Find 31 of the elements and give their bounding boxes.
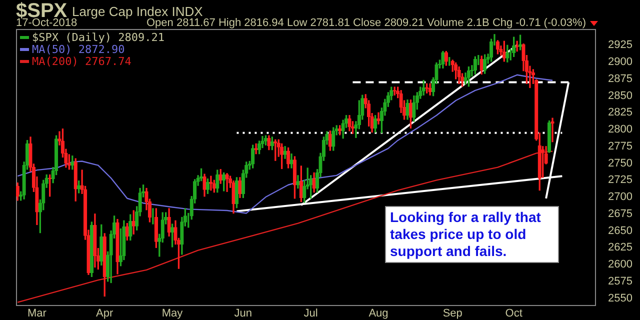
y-tick-label: 2750	[608, 157, 632, 170]
x-tick-label: May	[162, 308, 184, 320]
y-tick-label: 2875	[608, 72, 632, 85]
y-tick-label: 2925	[608, 39, 632, 52]
y-tick-label: 2550	[608, 292, 632, 304]
x-tick-label: Aug	[368, 308, 388, 320]
y-tick-label: 2675	[608, 208, 632, 220]
legend-label: MA(50) 2872.90	[32, 42, 125, 56]
y-tick-label: 2650	[608, 224, 632, 237]
x-tick-label: Oct	[505, 308, 522, 320]
x-tick-label: Jul	[304, 308, 318, 320]
text: Open 2811.67 High 2816.94 Low 2781.81 Close 2809.21 Volume 2.1B Chg -0.71 (-0.03%)	[146, 17, 586, 29]
y-tick-label: 2900	[608, 56, 632, 68]
x-tick-label: Mar	[27, 308, 47, 320]
x-tick-label: Jun	[234, 308, 252, 320]
x-tick-label: Apr	[96, 308, 114, 320]
y-tick-label: 2850	[608, 90, 632, 102]
y-tick-label: 2775	[608, 140, 632, 152]
y-tick-label: 2725	[608, 174, 632, 186]
y-tick-label: 2825	[608, 106, 632, 119]
y-tick-label: 2800	[608, 124, 632, 136]
y-tick-label: 2575	[608, 275, 632, 288]
legend-label: $SPX (Daily) 2809.21	[32, 30, 164, 44]
annotation: Looking for a rally that takes price up to old support and fails.	[385, 206, 559, 263]
text: 17-Oct-2018	[16, 17, 78, 29]
x-tick-label: Sep	[442, 308, 462, 320]
chart-subtitle: Large Cap Index INDX	[72, 4, 203, 19]
y-tick-label: 2600	[608, 258, 632, 271]
y-tick-label: 2700	[608, 191, 632, 204]
legend-label: MA(200) 2767.74	[32, 54, 132, 68]
y-tick-label: 2625	[608, 242, 632, 254]
